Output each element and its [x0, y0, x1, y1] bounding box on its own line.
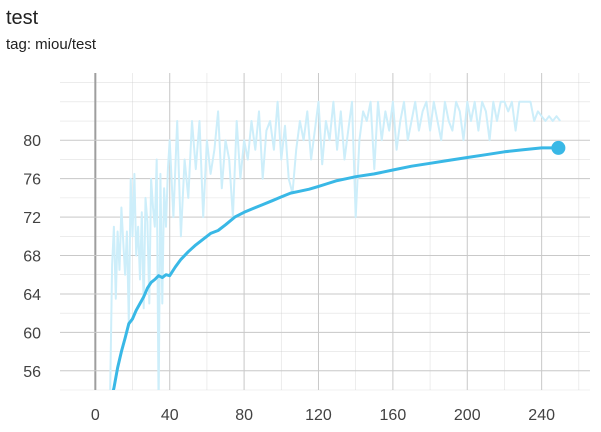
grid — [60, 73, 590, 391]
chart-tag: tag: miou/test — [6, 36, 97, 53]
x-tick-label: 80 — [235, 407, 253, 424]
tick-labels: 0 40 80 120 160 200 240 56 60 64 68 72 76 80 — [23, 133, 555, 424]
raw-series-line — [109, 100, 561, 390]
y-tick-label: 60 — [23, 325, 41, 342]
smoothed-series — [111, 140, 566, 390]
y-tick-label: 72 — [23, 210, 41, 227]
x-tick-label: 160 — [380, 407, 407, 424]
y-tick-label: 56 — [23, 364, 41, 381]
x-tick-label: 0 — [91, 407, 100, 424]
x-tick-label: 240 — [528, 407, 555, 424]
y-tick-label: 64 — [23, 287, 41, 304]
x-tick-label: 120 — [305, 407, 332, 424]
y-tick-label: 76 — [23, 172, 41, 189]
smoothed-series-line — [111, 146, 560, 390]
raw-series — [109, 100, 561, 390]
x-tick-label: 200 — [454, 407, 481, 424]
y-tick-label: 80 — [23, 133, 41, 150]
last-point-marker[interactable] — [551, 140, 566, 155]
y-tick-label: 68 — [23, 249, 41, 266]
chart-title: test — [6, 7, 39, 29]
x-tick-label: 40 — [161, 407, 179, 424]
